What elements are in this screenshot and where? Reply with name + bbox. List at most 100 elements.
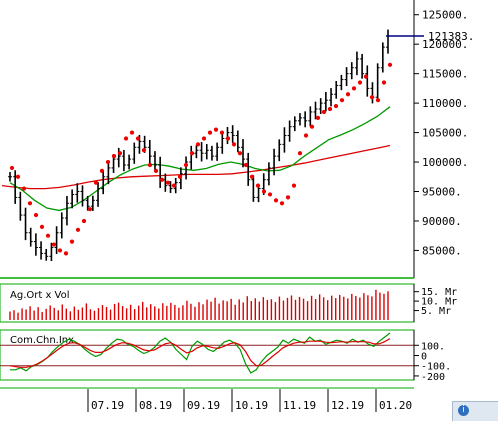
ohlc-bar	[33, 233, 38, 256]
ohlc-bar	[380, 42, 385, 73]
sar-dot	[315, 115, 321, 120]
sar-dot	[189, 151, 195, 156]
price-tick-label: 105000.	[422, 127, 468, 140]
sar-dot	[87, 207, 93, 212]
sar-dot	[9, 165, 15, 171]
ohlc-bar	[303, 111, 308, 128]
ohlc-bar	[365, 65, 370, 97]
price-tick-label: 95000.	[422, 186, 462, 199]
sar-dot	[321, 109, 327, 115]
volume-panel-title: Ag.Ort x Vol	[10, 290, 70, 301]
ohlc-bar	[246, 152, 251, 186]
ohlc-bar	[272, 148, 277, 176]
ohlc-bar	[251, 175, 256, 202]
sar-dot	[21, 186, 27, 191]
sar-dot	[327, 106, 333, 112]
sar-dot	[69, 239, 75, 244]
ohlc-bar	[375, 63, 380, 102]
ohlc-bar	[64, 195, 69, 226]
ohlc-bar	[360, 53, 365, 79]
date-tick-label: 11.19	[283, 399, 316, 412]
ohlc-bar	[70, 189, 75, 209]
ohlc-bar	[158, 156, 163, 188]
sar-dot	[261, 189, 267, 194]
date-tick-label: 07.19	[91, 399, 124, 412]
sar-dot	[171, 183, 177, 188]
ohlc-bar	[318, 98, 323, 115]
sar-dot	[75, 227, 81, 232]
ohlc-bar	[334, 81, 339, 99]
sar-dot	[381, 80, 387, 85]
price-tick-label: 110000.	[422, 97, 468, 110]
price-tick-label: 85000.	[422, 244, 462, 257]
ohlc-bar	[344, 67, 349, 87]
date-tick-label: 10.19	[235, 399, 268, 412]
ohlc-bar	[54, 226, 59, 254]
sar-dot	[279, 201, 285, 206]
sar-dot	[51, 242, 57, 247]
sar-dot	[351, 86, 357, 91]
price-tick-label: 100000.	[422, 156, 468, 169]
corner-toolbar[interactable]: i	[452, 401, 498, 421]
sar-dot	[369, 95, 375, 100]
date-tick-label: 08.19	[139, 399, 172, 412]
sar-dot	[357, 80, 363, 85]
sar-dot	[345, 92, 351, 97]
ohlc-bar	[194, 145, 199, 159]
ohlc-bar	[297, 113, 302, 126]
sar-dot	[249, 174, 255, 179]
ohlc-bar	[127, 154, 132, 170]
ohlc-bar	[80, 185, 85, 207]
ohlc-bar	[106, 160, 111, 185]
sar-dot	[285, 195, 291, 200]
ohlc-bar	[386, 29, 390, 54]
ohlc-bar	[189, 145, 194, 170]
date-tick-label: 01.20	[379, 399, 412, 412]
ohlc-bar	[90, 195, 95, 211]
ohlc-bar	[85, 195, 90, 211]
price-tick-label: 115000.	[422, 68, 468, 81]
info-icon[interactable]: i	[458, 405, 469, 416]
price-tick-label: 90000.	[422, 215, 462, 228]
sar-dot	[363, 74, 369, 79]
sar-dot	[237, 151, 243, 156]
ohlc-bar	[323, 91, 328, 112]
moving-average-short-line	[9, 106, 391, 212]
ohlc-bar	[184, 156, 189, 180]
price-tick-label: 125000.	[422, 9, 468, 22]
cci-tick-label: -100.	[421, 362, 451, 373]
ohlc-bar	[209, 145, 214, 161]
ohlc-bar	[313, 101, 318, 120]
ohlc-bar	[349, 62, 354, 80]
ohlc-bar	[292, 116, 297, 132]
sar-dot	[33, 212, 39, 218]
sar-dot	[45, 233, 51, 238]
date-tick-label: 09.19	[187, 399, 220, 412]
sar-dot	[333, 103, 339, 109]
sar-dot	[231, 142, 237, 147]
sar-dot	[39, 224, 45, 229]
sar-dot	[201, 136, 207, 141]
ohlc-bar	[59, 212, 64, 239]
volume-tick-label: 5. Mr	[421, 306, 451, 317]
ohlc-bar	[354, 51, 359, 76]
sar-dot	[135, 136, 141, 141]
sar-dot	[177, 174, 183, 179]
cci-average-line	[9, 338, 391, 368]
sar-dot	[375, 98, 381, 103]
ohlc-bar	[152, 151, 157, 170]
ohlc-bar	[241, 139, 246, 168]
ohlc-bar	[168, 181, 173, 193]
ohlc-bar	[215, 142, 220, 161]
sar-dot	[213, 127, 219, 132]
sar-dot	[159, 177, 165, 182]
ohlc-bar	[220, 131, 225, 154]
ohlc-bar	[277, 139, 282, 162]
cci-tick-label: 100.	[421, 341, 445, 352]
ohlc-bar	[225, 126, 230, 145]
sar-dot	[291, 183, 297, 188]
cci-panel-title: Com.Chn.Inx	[10, 335, 74, 346]
volume-tick-label: 15. Mr	[421, 287, 457, 298]
sar-dot	[183, 162, 189, 168]
